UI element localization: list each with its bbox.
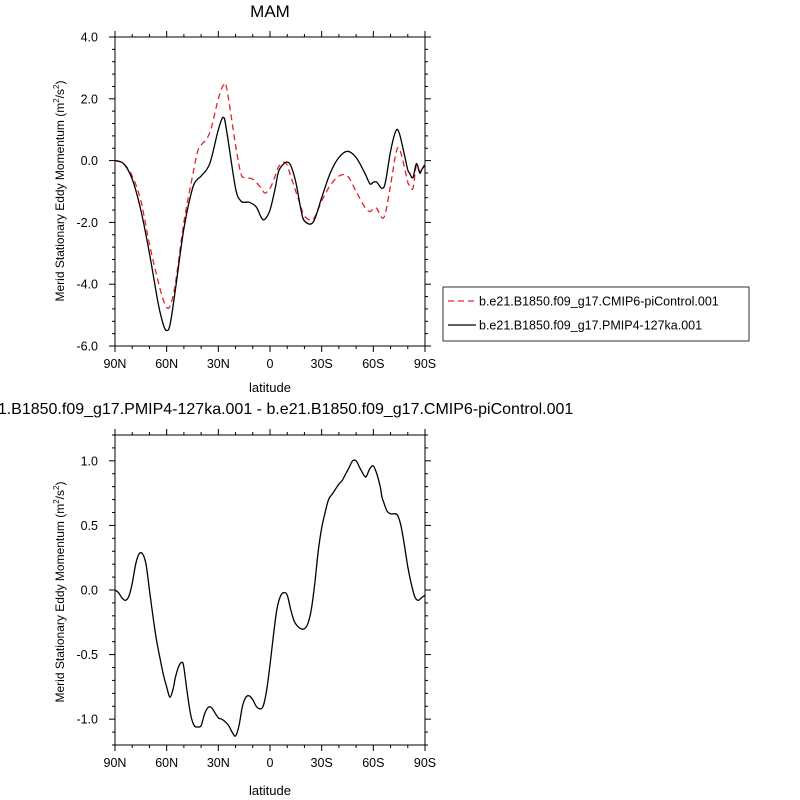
top-x-tick-label: 60S (362, 357, 384, 371)
bottom-x-tick-label: 90S (414, 756, 436, 770)
top-y-tick-label: 2.0 (81, 92, 98, 106)
top-plot-frame (114, 36, 426, 347)
bottom-x-tick-label: 30S (311, 756, 333, 770)
top-y-tick-label: -2.0 (76, 216, 98, 230)
bottom-x-tick-label: 30N (207, 756, 230, 770)
top-y-tick-label: -4.0 (76, 278, 98, 292)
top-x-tick-label: 60N (155, 357, 178, 371)
top-x-tick-label: 0 (267, 357, 274, 371)
bottom-x-tick-label: 60S (362, 756, 384, 770)
top-x-tick-label: 30S (311, 357, 333, 371)
top-x-tick-label: 90S (414, 357, 436, 371)
bottom-y-tick-label: 1.0 (81, 454, 98, 468)
legend-box (442, 286, 750, 342)
top-panel-title: MAM (250, 2, 290, 21)
top-x-axis-label: latitude (249, 380, 291, 395)
bottom-panel: b.e21.B1850.f09_g17.PMIP4-127ka.001 - b.… (0, 401, 573, 798)
top-legend: b.e21.B1850.f09_g17.CMIP6-piControl.001 … (442, 286, 750, 342)
top-panel: MAM 90N 60N 30N 0 30S 60S 90S 4.0 2.0 0.0 -2.0 -4.0… (52, 2, 436, 395)
bottom-y-tick-label: 0.5 (81, 519, 98, 533)
top-x-tick-label: 30N (207, 357, 230, 371)
bottom-x-tick-label: 0 (267, 756, 274, 770)
bottom-x-tick-label: 60N (155, 756, 178, 770)
top-y-tick-label: -6.0 (76, 340, 98, 354)
bottom-y-tick-label: 0.0 (81, 584, 98, 598)
bottom-y-tick-label: -1.0 (76, 713, 98, 727)
bottom-x-axis-label: latitude (249, 783, 291, 798)
top-y-tick-label: 0.0 (81, 154, 98, 168)
bottom-y-tick-label: -0.5 (76, 648, 98, 662)
bottom-x-tick-label: 90N (104, 756, 127, 770)
legend-label-127ka: b.e21.B1850.f09_g17.PMIP4-127ka.001 (479, 319, 702, 333)
legend-label-picontrol: b.e21.B1850.f09_g17.CMIP6-piControl.001 (479, 295, 719, 309)
bottom-plot-area: 90N 60N 30N 0 30S 60S 90S 1.0 0.5 0.0 -0.5 -1.0 (76, 429, 436, 770)
top-plot-area: 90N 60N 30N 0 30S 60S 90S 4.0 2.0 0.0 -2.0 -4.0 -6.0 (76, 31, 436, 372)
top-y-axis-label: Merid Stationary Eddy Momentum (m2/s2) (52, 81, 67, 302)
top-y-tick-label: 4.0 (81, 31, 98, 45)
bottom-y-axis-label: Merid Stationary Eddy Momentum (m2/s2) (52, 482, 67, 703)
top-series-line-0 (114, 82, 426, 310)
bottom-panel-title: b.e21.B1850.f09_g17.PMIP4-127ka.001 - b.… (0, 401, 573, 418)
top-series-line-1 (114, 116, 426, 332)
top-x-tick-label: 90N (104, 357, 127, 371)
bottom-series-line-0 (114, 459, 426, 737)
